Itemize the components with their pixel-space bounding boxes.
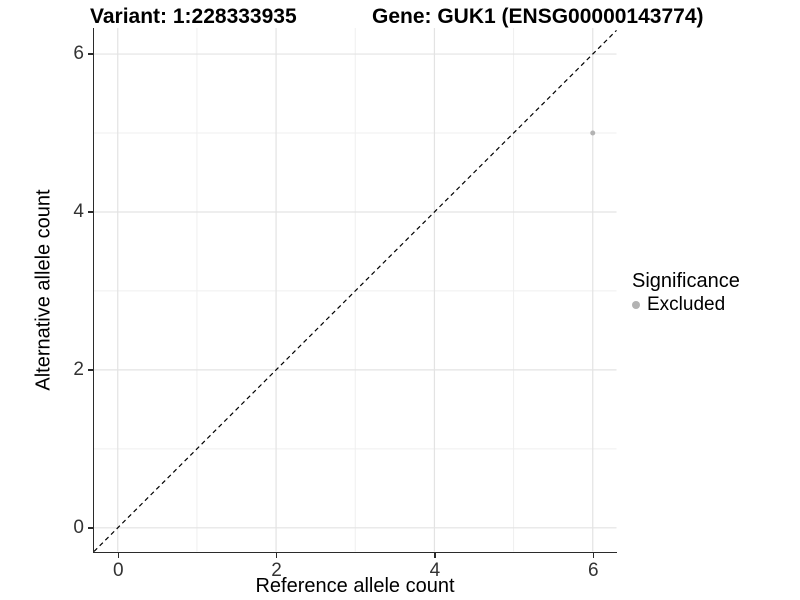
y-tick-label: 0 — [73, 516, 84, 538]
legend-item-label: Excluded — [647, 294, 726, 315]
y-tick-mark — [88, 369, 93, 371]
data-point — [590, 130, 596, 136]
x-tick-mark — [117, 553, 119, 558]
x-axis-title: Reference allele count — [255, 575, 455, 597]
y-tick-mark — [88, 53, 93, 55]
x-tick-label: 2 — [271, 559, 282, 581]
x-tick-mark — [592, 553, 594, 558]
y-tick-label: 2 — [73, 358, 84, 380]
chart-canvas — [94, 28, 617, 552]
x-tick-mark — [434, 553, 436, 558]
legend: Significance Excluded — [632, 269, 740, 317]
plot-panel — [93, 28, 617, 553]
y-tick-mark — [88, 527, 93, 529]
y-tick-label: 6 — [73, 43, 84, 65]
x-tick-mark — [275, 553, 278, 558]
plot-title-gene: Gene: GUK1 (ENSG00000143774) — [372, 5, 704, 28]
legend-title: Significance — [632, 270, 740, 292]
x-tick-label: 4 — [429, 559, 441, 581]
legend-point-icon — [632, 301, 640, 309]
x-tick-label: 0 — [112, 559, 124, 581]
y-tick-label: 4 — [73, 200, 84, 222]
y-axis-title: Alternative allele count — [32, 189, 55, 391]
y-tick-mark — [88, 211, 93, 213]
legend-item-excluded: Excluded — [632, 293, 740, 317]
x-tick-label: 6 — [587, 559, 599, 581]
identity-reference-line — [94, 29, 617, 552]
plot-title-variant: Variant: 1:228333935 — [90, 5, 297, 28]
